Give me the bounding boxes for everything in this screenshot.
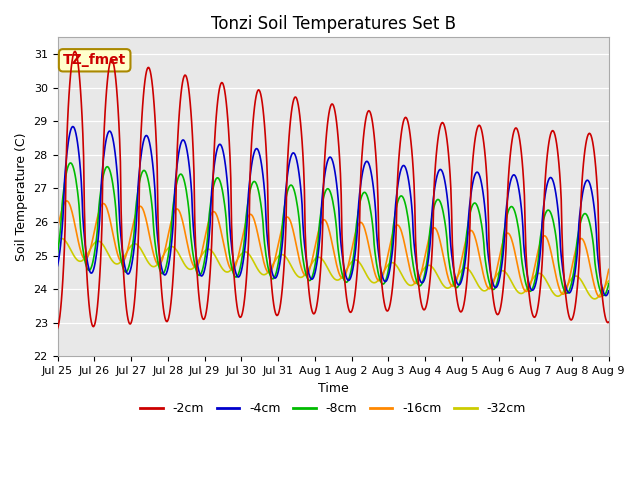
X-axis label: Time: Time <box>318 382 349 395</box>
Title: Tonzi Soil Temperatures Set B: Tonzi Soil Temperatures Set B <box>211 15 456 33</box>
Text: TZ_fmet: TZ_fmet <box>63 53 126 67</box>
Y-axis label: Soil Temperature (C): Soil Temperature (C) <box>15 132 28 261</box>
Legend: -2cm, -4cm, -8cm, -16cm, -32cm: -2cm, -4cm, -8cm, -16cm, -32cm <box>135 397 531 420</box>
